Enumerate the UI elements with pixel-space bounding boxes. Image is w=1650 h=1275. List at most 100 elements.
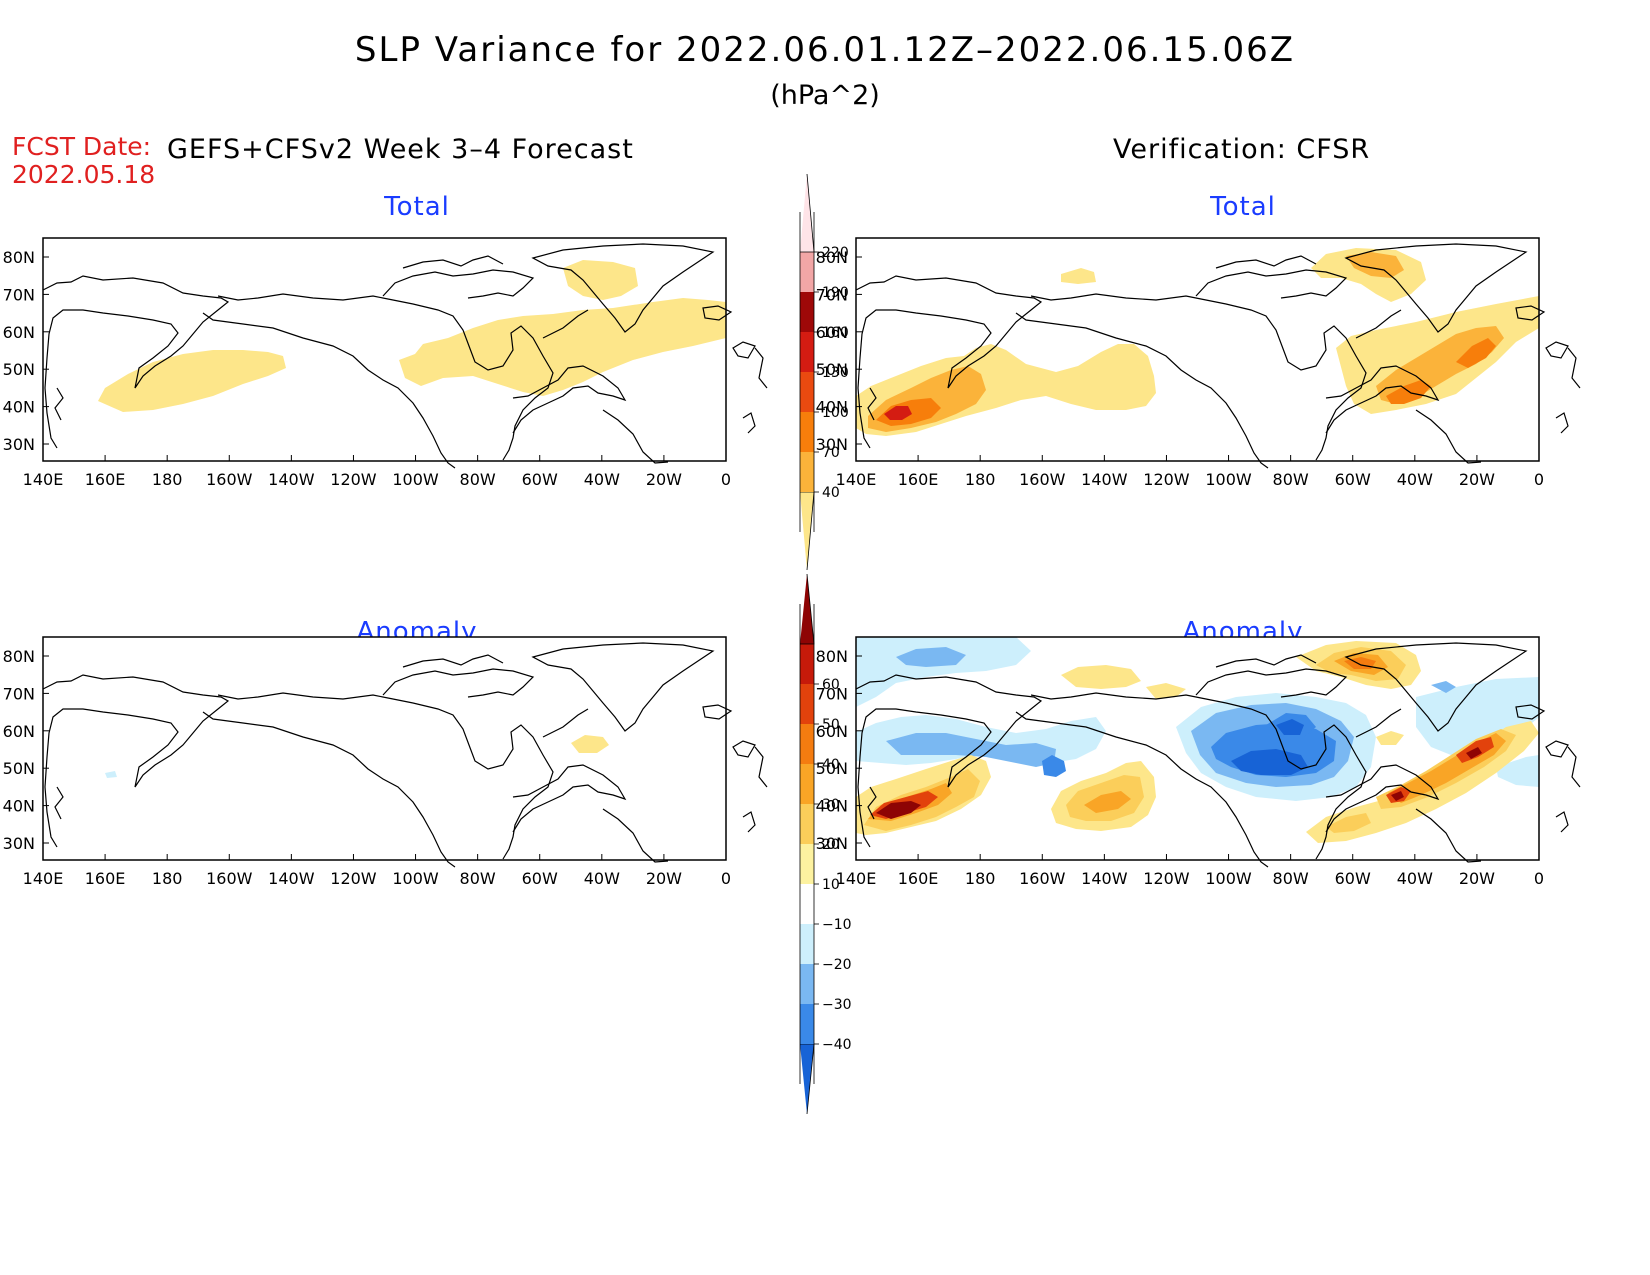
colorbar-segment: [800, 332, 814, 372]
colorbar-label: 70: [822, 445, 840, 461]
lon-label: 60W: [1335, 869, 1371, 888]
lat-label: 30N: [3, 435, 35, 454]
colorbar-segment: [800, 764, 814, 804]
lon-label: 140E: [836, 869, 877, 888]
colorbar-segment: [800, 684, 814, 724]
lon-label: 140W: [268, 470, 315, 489]
colorbar-label: −10: [822, 917, 852, 933]
lon-label: 40W: [1397, 470, 1433, 489]
colorbar-label: −30: [822, 997, 852, 1013]
colorbar-segment: [800, 412, 814, 452]
lon-label: 160E: [898, 470, 939, 489]
shade-pacific: [98, 350, 286, 412]
lon-label: 0: [721, 869, 731, 888]
colorbar-segment: [800, 724, 814, 764]
verification-header: Verification: CFSR: [1113, 134, 1371, 165]
lat-label: 80N: [816, 248, 848, 267]
colorbar-label: −40: [822, 1037, 852, 1053]
colorbar-segment: [800, 173, 815, 253]
colorbar-label: 40: [822, 757, 840, 773]
lon-label: 100W: [1205, 869, 1252, 888]
lon-label: 120W: [1143, 869, 1190, 888]
forecast-header: GEFS+CFSv2 Week 3–4 Forecast: [167, 134, 634, 165]
lon-label: 180: [965, 470, 996, 489]
lon-label: 60W: [1335, 470, 1371, 489]
lon-label: 160W: [206, 869, 253, 888]
lon-label: 140W: [1081, 869, 1128, 888]
panel-verif-total: [855, 237, 1581, 469]
lat-label: 50N: [816, 759, 848, 778]
colorbar-segment: [800, 491, 815, 571]
lon-label: 100W: [1205, 470, 1252, 489]
lon-label: 180: [152, 470, 183, 489]
panel-title-forecast-total: Total: [384, 192, 450, 222]
lon-label: 120W: [330, 869, 377, 888]
colorbar-label: 10: [822, 877, 840, 893]
colorbar-segment: [800, 292, 814, 332]
lat-label: 70N: [816, 684, 848, 703]
colorbar-segment: [800, 804, 814, 844]
lon-label: 20W: [646, 470, 682, 489]
panel-forecast-total: [42, 237, 768, 469]
lon-label: 160W: [206, 470, 253, 489]
lon-label: 100W: [392, 470, 439, 489]
figure-units: (hPa^2): [770, 80, 880, 111]
axis-labels: 140E 160E 180 160W 140W 120W 100W 80W 60W 40W 20W 0…: [3, 248, 1544, 888]
panel-forecast-anomaly: [42, 636, 768, 868]
lon-label: 160W: [1019, 869, 1066, 888]
colorbar-segment: [800, 573, 815, 645]
lon-label: 80W: [1273, 869, 1309, 888]
lon-label: 80W: [1273, 470, 1309, 489]
lon-label: 40W: [1397, 869, 1433, 888]
lat-label: 40N: [3, 797, 35, 816]
colorbar-label: 190: [822, 285, 849, 301]
colorbar-segment: [800, 924, 814, 964]
lon-label: 80W: [460, 869, 496, 888]
lon-label: 180: [965, 869, 996, 888]
lon-label: 20W: [646, 869, 682, 888]
lat-label: 40N: [3, 398, 35, 417]
colorbar-segment: [800, 644, 814, 684]
lat-label: 50N: [3, 759, 35, 778]
lon-label: 0: [1534, 470, 1544, 489]
colorbar-segment: [800, 884, 814, 924]
lat-label: 40N: [816, 797, 848, 816]
lon-label: 20W: [1459, 869, 1495, 888]
colorbar-segment: [800, 372, 814, 412]
lon-label: 160E: [85, 470, 126, 489]
colorbar-label: 60: [822, 677, 840, 693]
lon-label: 140W: [268, 869, 315, 888]
colorbar-segment: [800, 1043, 815, 1115]
lat-label: 70N: [816, 285, 848, 304]
shade-greenland: [563, 260, 638, 300]
lon-label: 160W: [1019, 470, 1066, 489]
lon-label: 60W: [522, 470, 558, 489]
lat-label: 60N: [3, 722, 35, 741]
colorbar-segment: [800, 252, 814, 292]
lat-label: 30N: [3, 834, 35, 853]
lat-label: 70N: [3, 684, 35, 703]
colorbar-label: −20: [822, 957, 852, 973]
panel-title-verif-total: Total: [1210, 192, 1276, 222]
lon-label: 120W: [1143, 470, 1190, 489]
lat-label: 40N: [816, 398, 848, 417]
colorbar-label: 160: [822, 325, 849, 341]
colorbar-anomaly: −40 −30 −20 −10 10 20 30 40 50 60: [799, 573, 852, 1115]
colorbar-label: 220: [822, 245, 849, 261]
lat-label: 60N: [816, 722, 848, 741]
lon-label: 140W: [1081, 470, 1128, 489]
fcst-date: 2022.05.18: [12, 160, 156, 189]
lon-label: 120W: [330, 470, 377, 489]
colorbar-label: 40: [822, 485, 840, 501]
lat-label: 30N: [816, 834, 848, 853]
lat-label: 70N: [3, 285, 35, 304]
lat-label: 80N: [3, 248, 35, 267]
lat-label: 80N: [3, 647, 35, 666]
lat-label: 60N: [3, 323, 35, 342]
shade-atlantic: [399, 298, 726, 396]
lon-label: 80W: [460, 470, 496, 489]
lon-label: 160E: [898, 869, 939, 888]
colorbar-segment: [800, 1004, 814, 1044]
lat-label: 60N: [816, 323, 848, 342]
